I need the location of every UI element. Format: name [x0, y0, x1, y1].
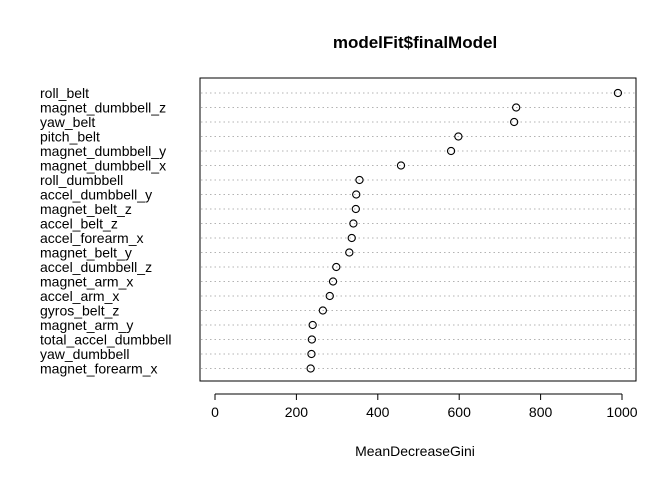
- data-point: [307, 335, 317, 344]
- x-tick-label: 600: [448, 404, 472, 420]
- data-point: [396, 161, 406, 170]
- x-axis: 0 200 400 600 800 1000: [211, 393, 638, 420]
- data-point: [332, 262, 341, 272]
- category-label: total_accel_dumbbell: [40, 332, 172, 348]
- category-label: yaw_dumbbell: [40, 346, 130, 362]
- x-tick-label: 0: [211, 404, 219, 420]
- category-label: gyros_belt_z: [40, 303, 119, 319]
- data-points: [306, 88, 623, 373]
- category-label: magnet_belt_z: [40, 201, 132, 217]
- data-point: [351, 204, 360, 214]
- category-label: accel_dumbbell_y: [40, 187, 152, 203]
- data-point: [308, 320, 317, 330]
- category-label: pitch_belt: [40, 129, 100, 145]
- category-label: magnet_dumbbell_x: [40, 158, 166, 174]
- data-point: [446, 146, 456, 156]
- category-label: yaw_belt: [40, 114, 95, 130]
- category-label: magnet_dumbbell_y: [40, 143, 166, 159]
- category-label: magnet_belt_y: [40, 245, 132, 261]
- x-tick-label: 200: [285, 404, 309, 420]
- data-point: [613, 88, 623, 98]
- category-label: magnet_arm_y: [40, 317, 133, 333]
- data-point: [345, 248, 354, 257]
- category-label: roll_belt: [40, 85, 89, 101]
- x-tick-label: 400: [366, 404, 390, 420]
- x-axis-label: MeanDecreaseGini: [355, 443, 475, 459]
- data-point: [349, 219, 358, 228]
- data-point: [355, 175, 364, 185]
- data-point: [318, 306, 328, 315]
- category-labels: roll_beltmagnet_dumbbell_zyaw_beltpitch_…: [40, 85, 172, 377]
- x-tick-label: 1000: [606, 404, 637, 420]
- data-point: [328, 277, 338, 286]
- data-point: [352, 190, 361, 199]
- data-point: [347, 233, 356, 243]
- data-point: [509, 117, 519, 127]
- category-label: magnet_dumbbell_z: [40, 100, 166, 116]
- category-label: accel_belt_z: [40, 216, 118, 232]
- data-point: [306, 364, 315, 373]
- category-label: magnet_arm_x: [40, 274, 133, 290]
- data-point: [454, 132, 463, 141]
- data-point: [325, 291, 334, 301]
- x-tick-label: 800: [529, 404, 553, 420]
- chart-title: modelFit$finalModel: [333, 33, 497, 52]
- data-point: [512, 103, 521, 112]
- category-label: magnet_forearm_x: [40, 361, 158, 377]
- data-point: [307, 349, 316, 359]
- category-label: accel_dumbbell_z: [40, 259, 152, 275]
- category-label: roll_dumbbell: [40, 172, 123, 188]
- row-guides: [201, 92, 635, 369]
- plot-frame: [199, 77, 637, 382]
- category-label: accel_arm_x: [40, 288, 119, 304]
- category-label: accel_forearm_x: [40, 230, 144, 246]
